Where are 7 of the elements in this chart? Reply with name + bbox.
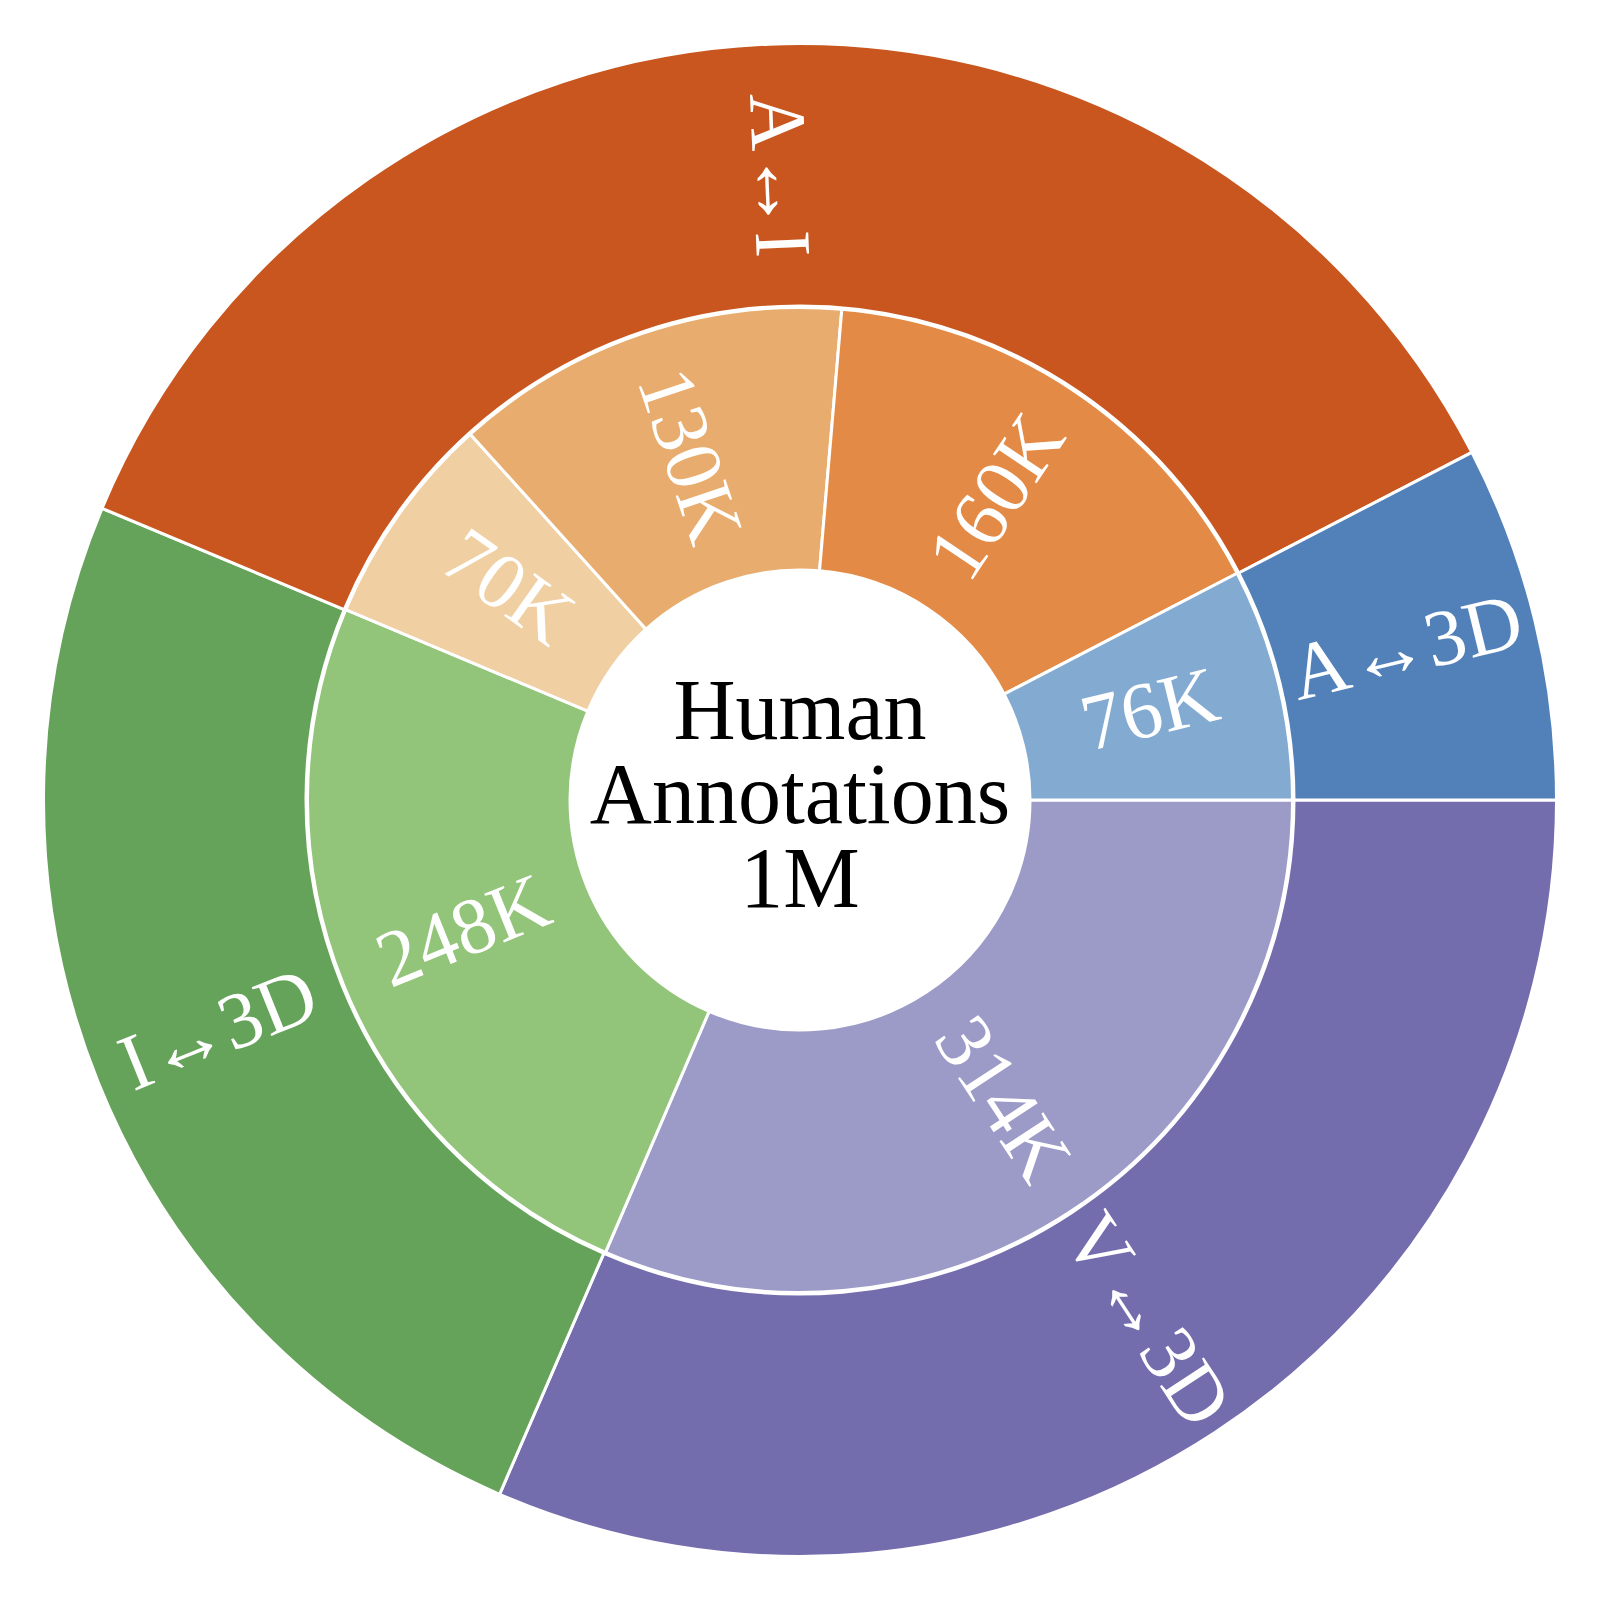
data-label: 130K xyxy=(620,357,761,554)
slice-label: A↔3D xyxy=(1281,575,1531,717)
data-label: 70K xyxy=(427,510,591,662)
slice-label: A↔I xyxy=(733,91,828,259)
slice-label: I↔3D xyxy=(106,949,330,1108)
data-label: 76K xyxy=(1072,649,1227,768)
data-label: 248K xyxy=(363,855,562,1004)
